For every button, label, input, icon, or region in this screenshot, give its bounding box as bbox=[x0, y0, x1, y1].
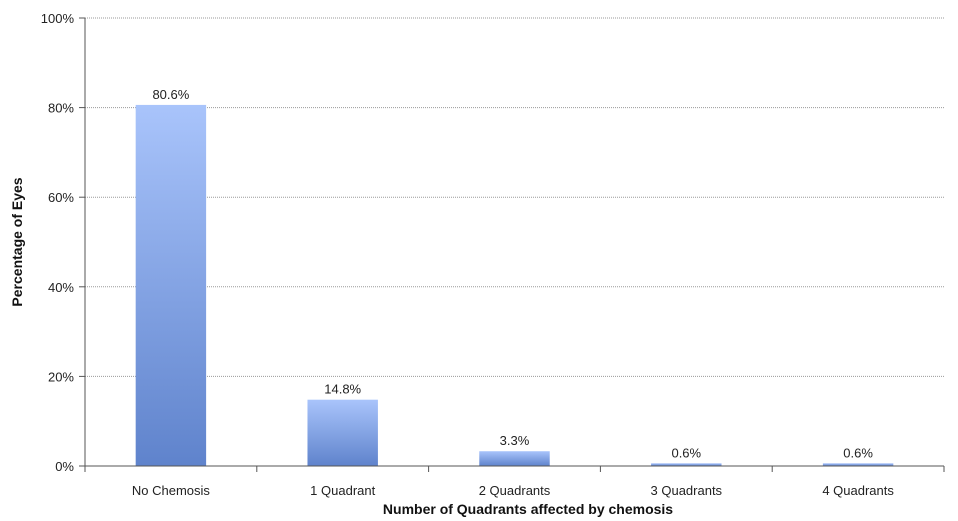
axes bbox=[79, 17, 945, 472]
y-tick-label: 100% bbox=[41, 11, 75, 26]
x-tick-label: No Chemosis bbox=[132, 483, 211, 498]
data-label: 14.8% bbox=[324, 382, 361, 397]
y-axis-title: Percentage of Eyes bbox=[9, 177, 25, 306]
y-tick-label: 40% bbox=[48, 280, 74, 295]
y-tick-label: 0% bbox=[55, 459, 74, 474]
x-tick-label: 3 Quadrants bbox=[651, 483, 723, 498]
bar bbox=[307, 399, 378, 466]
x-tick-label: 1 Quadrant bbox=[310, 483, 375, 498]
y-tick-label: 80% bbox=[48, 101, 74, 116]
y-tick-label: 60% bbox=[48, 190, 74, 205]
bar bbox=[822, 463, 894, 466]
bars bbox=[135, 104, 894, 467]
data-label: 80.6% bbox=[152, 87, 189, 102]
y-tick-label: 20% bbox=[48, 369, 74, 384]
data-label: 3.3% bbox=[500, 433, 530, 448]
bar bbox=[479, 451, 550, 466]
x-tick-label: 2 Quadrants bbox=[479, 483, 551, 498]
bar bbox=[651, 463, 722, 466]
data-label: 0.6% bbox=[843, 445, 873, 460]
labels: 0% 20% 40% 60% 80% 100% 80.6% No Chemosis 14.8% 1… bbox=[41, 11, 895, 498]
data-label: 0.6% bbox=[671, 445, 701, 460]
x-axis-title: Number of Quadrants affected by chemosis bbox=[383, 501, 673, 517]
gridlines bbox=[85, 17, 944, 377]
bar bbox=[135, 104, 207, 467]
x-tick-label: 4 Quadrants bbox=[822, 483, 894, 498]
